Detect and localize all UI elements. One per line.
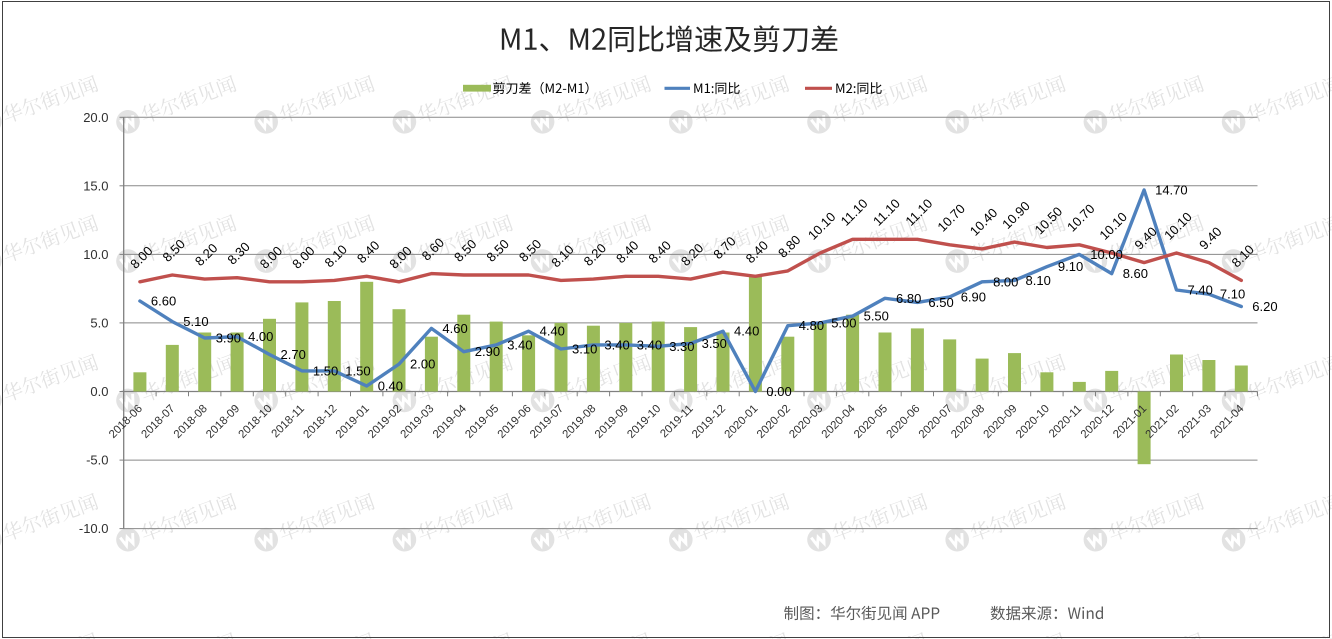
svg-text:2.70: 2.70 <box>281 347 306 362</box>
svg-text:10.0: 10.0 <box>83 247 108 262</box>
svg-text:6.60: 6.60 <box>151 294 176 309</box>
svg-text:10.00: 10.00 <box>1090 247 1123 262</box>
svg-text:8.60: 8.60 <box>1123 266 1148 281</box>
svg-text:-10.0: -10.0 <box>79 521 109 536</box>
svg-text:4.40: 4.40 <box>540 324 565 339</box>
svg-text:7.40: 7.40 <box>1188 283 1213 298</box>
svg-text:-5.0: -5.0 <box>86 453 108 468</box>
svg-text:14.70: 14.70 <box>1155 183 1188 198</box>
svg-text:3.40: 3.40 <box>604 337 629 352</box>
svg-text:4.60: 4.60 <box>442 321 467 336</box>
svg-text:0.0: 0.0 <box>90 384 108 399</box>
svg-text:7.10: 7.10 <box>1220 287 1245 302</box>
svg-text:3.90: 3.90 <box>216 331 241 346</box>
svg-text:20.0: 20.0 <box>83 110 108 125</box>
svg-text:3.40: 3.40 <box>507 337 532 352</box>
svg-text:5.0: 5.0 <box>90 316 108 331</box>
svg-text:2.90: 2.90 <box>475 344 500 359</box>
svg-text:1.50: 1.50 <box>313 363 338 378</box>
svg-text:6.50: 6.50 <box>928 295 953 310</box>
svg-text:6.20: 6.20 <box>1252 299 1277 314</box>
svg-text:4.80: 4.80 <box>799 318 824 333</box>
svg-text:4.00: 4.00 <box>248 329 273 344</box>
svg-text:2.00: 2.00 <box>410 357 435 372</box>
svg-text:3.10: 3.10 <box>572 342 597 357</box>
svg-text:0.00: 0.00 <box>766 384 791 399</box>
svg-text:6.90: 6.90 <box>961 289 986 304</box>
svg-text:3.50: 3.50 <box>702 336 727 351</box>
svg-text:6.80: 6.80 <box>896 291 921 306</box>
svg-text:3.30: 3.30 <box>669 339 694 354</box>
svg-text:8.00: 8.00 <box>993 274 1018 289</box>
svg-text:1.50: 1.50 <box>345 363 370 378</box>
svg-text:3.40: 3.40 <box>637 337 662 352</box>
svg-text:5.00: 5.00 <box>831 315 856 330</box>
svg-text:9.10: 9.10 <box>1058 259 1083 274</box>
svg-text:8.10: 8.10 <box>1026 273 1051 288</box>
svg-text:5.50: 5.50 <box>864 309 889 324</box>
svg-text:4.40: 4.40 <box>734 324 759 339</box>
svg-text:5.10: 5.10 <box>183 314 208 329</box>
svg-text:15.0: 15.0 <box>83 178 108 193</box>
svg-text:0.40: 0.40 <box>378 379 403 394</box>
